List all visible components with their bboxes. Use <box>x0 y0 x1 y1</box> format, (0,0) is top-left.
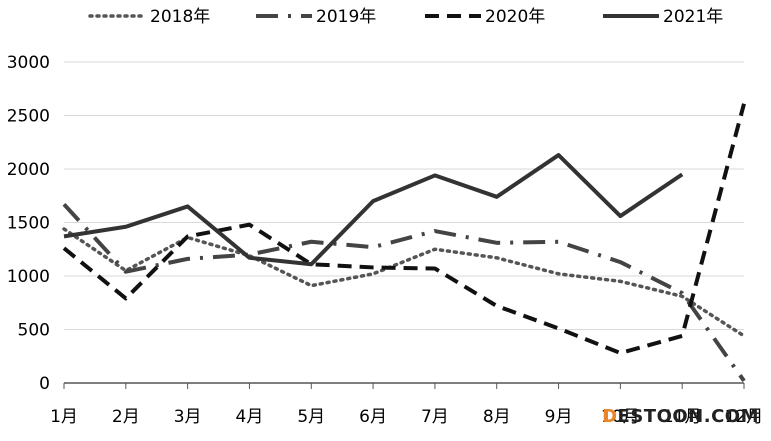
y-tick-label: 2500 <box>7 107 50 127</box>
series-line-1 <box>62 227 746 338</box>
y-tick-label: 500 <box>18 321 50 341</box>
legend-label: 2021年 <box>663 7 723 27</box>
watermark-first-letter: D <box>602 406 618 427</box>
x-tick-label: 4月 <box>236 407 264 427</box>
series-line-3 <box>62 103 746 356</box>
x-tick-label: 11月 <box>663 407 702 427</box>
legend-label: 2018年 <box>150 7 210 27</box>
x-tick-label: 6月 <box>359 407 387 427</box>
axis-layer: 0 500 1000 1500 2000 2500 3000 1月 2月 3月 4月 5月 6月 7月 8月… <box>7 53 764 427</box>
y-tick-label: 3000 <box>7 53 50 73</box>
grid-layer <box>64 61 744 330</box>
series-line-4 <box>63 153 684 267</box>
x-tick-label: 12月 <box>725 407 764 427</box>
series-layer <box>62 103 746 383</box>
legend: 2018年 2019年 2020年 2021年 <box>88 7 723 27</box>
x-tick-label: 10月 <box>601 407 640 427</box>
y-tick-label: 2000 <box>7 160 50 180</box>
legend-label: 2019年 <box>316 7 376 27</box>
series-line-2 <box>62 202 746 383</box>
x-tick-label: 3月 <box>174 407 202 427</box>
legend-label: 2020年 <box>485 7 545 27</box>
x-tick-label: 9月 <box>545 407 573 427</box>
y-tick-label: 1000 <box>7 267 50 287</box>
x-tick-label: 1月 <box>50 407 78 427</box>
x-tick-label: 5月 <box>297 407 325 427</box>
y-tick-label: 0 <box>39 374 50 394</box>
x-tick-label: 7月 <box>421 407 449 427</box>
x-tick-label: 8月 <box>483 407 511 427</box>
watermark-rest: ESTOON.COM <box>617 406 759 427</box>
watermark-logo: DESTOON.COM <box>602 406 759 427</box>
y-tick-label: 1500 <box>7 214 50 234</box>
x-tick-label: 2月 <box>112 407 140 427</box>
